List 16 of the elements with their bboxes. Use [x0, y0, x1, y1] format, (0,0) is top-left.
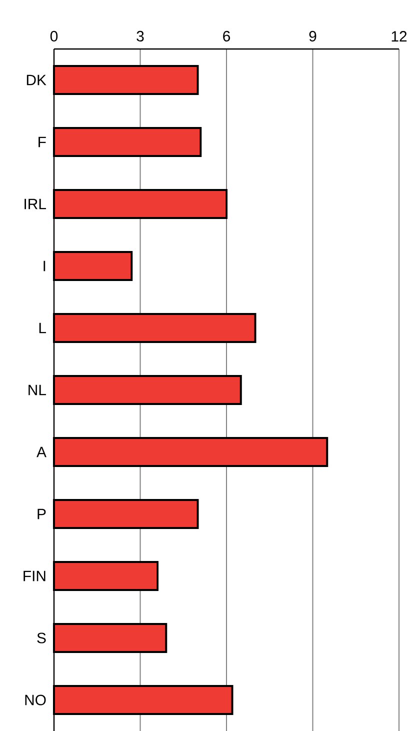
y-tick-label: A: [36, 446, 46, 458]
x-tick-label: 9: [309, 30, 316, 42]
y-tick-label: L: [39, 322, 46, 334]
x-tick-label: 0: [50, 30, 58, 42]
y-tick-label: I: [44, 260, 46, 272]
y-tick-label: DK: [26, 74, 46, 86]
y-tick-label: P: [38, 508, 46, 520]
y-tick-label: NO: [25, 694, 46, 706]
y-tick-label: S: [37, 632, 46, 644]
y-tick-label: IRL: [24, 198, 46, 210]
x-tick-label: 6: [223, 30, 230, 42]
x-tick-label: 12: [392, 31, 407, 42]
x-tick-label: 3: [136, 30, 144, 42]
y-tick-label: F: [38, 136, 46, 148]
y-tick-label: FIN: [24, 570, 46, 582]
y-tick-label: NL: [28, 384, 46, 396]
